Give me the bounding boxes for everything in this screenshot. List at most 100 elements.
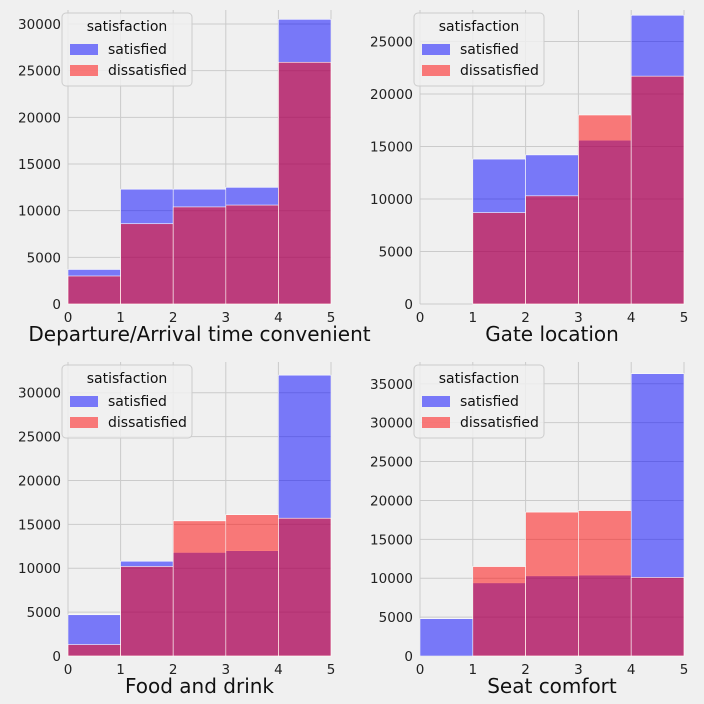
- legend-entry-satisfied: satisfied: [108, 394, 167, 410]
- subplot-2: 0 5000 10000 15000 20000 25000 0 1 2 3 4 5 Gate loca…: [370, 10, 688, 346]
- x-tick-label: 3: [574, 662, 583, 678]
- legend-entry-dissatisfied: dissatisfied: [460, 415, 539, 431]
- x-tick-label: 3: [574, 310, 583, 326]
- y-tick-label: 5000: [27, 250, 61, 266]
- x-axis-label: Food and drink: [125, 674, 274, 698]
- x-tick-label: 5: [327, 662, 336, 678]
- subplot-1: 0 5000 10000 15000 20000 25000 30000 0 1 2 3 4 5Depa…: [18, 10, 371, 346]
- y-tick-label: 35000: [370, 377, 413, 393]
- legend-entry-dissatisfied: dissatisfied: [460, 63, 539, 79]
- bar-dissatisfied-2: [472, 212, 526, 305]
- x-tick-label: 1: [469, 310, 478, 326]
- legend-swatch-satisfied: [422, 396, 450, 407]
- legend-title: satisfaction: [87, 371, 168, 387]
- x-tick-label: 2: [169, 662, 178, 678]
- legend: satisfaction satisfied dissatisfied: [61, 364, 193, 439]
- x-tick-label: 1: [116, 662, 125, 678]
- bar-dissatisfied-5: [278, 517, 332, 657]
- legend-entry-satisfied: satisfied: [460, 42, 519, 58]
- bar-dissatisfied-2: [120, 566, 174, 657]
- bar-dissatisfied-5: [630, 75, 685, 305]
- subplot-4: 0 5000 10000 15000 20000 25000 30000 35000 0 1 2 3 4…: [370, 362, 688, 698]
- y-tick-label: 0: [404, 649, 413, 665]
- y-tick-label: 30000: [18, 386, 61, 402]
- x-tick-label: 5: [327, 310, 336, 326]
- bar-dissatisfied-3: [525, 511, 579, 657]
- legend-swatch-satisfied: [422, 44, 450, 55]
- x-tick-label: 5: [680, 310, 689, 326]
- y-tick-label: 20000: [18, 110, 61, 126]
- legend: satisfaction satisfied dissatisfied: [413, 12, 545, 87]
- bar-dissatisfied-5: [630, 577, 685, 657]
- bar-dissatisfied-4: [578, 510, 632, 657]
- bar-dissatisfied-1: [67, 275, 121, 305]
- x-tick-label: 1: [116, 310, 125, 326]
- bar-dissatisfied-5: [278, 61, 332, 305]
- legend-swatch-dissatisfied: [422, 417, 450, 428]
- legend: satisfaction satisfied dissatisfied: [413, 364, 545, 439]
- bar-dissatisfied-4: [225, 204, 279, 305]
- y-tick-label: 0: [52, 297, 61, 313]
- bar-dissatisfied-2: [120, 223, 174, 305]
- bar-dissatisfied-3: [172, 520, 227, 657]
- y-tick-label: 15000: [370, 532, 413, 548]
- y-tick-label: 20000: [370, 493, 413, 509]
- y-tick-label: 15000: [18, 157, 61, 173]
- y-tick-label: 0: [404, 297, 413, 313]
- legend-swatch-satisfied: [70, 44, 98, 55]
- x-tick-label: 3: [222, 662, 231, 678]
- y-tick-label: 15000: [18, 517, 61, 533]
- y-tick-label: 30000: [370, 416, 413, 432]
- x-axis-label: Departure/Arrival time convenient: [28, 322, 370, 346]
- legend-swatch-dissatisfied: [422, 65, 450, 76]
- bar-dissatisfied-3: [172, 206, 227, 305]
- x-tick-label: 2: [521, 662, 530, 678]
- y-tick-label: 20000: [18, 473, 61, 489]
- bar-dissatisfied-4: [225, 514, 279, 657]
- bar-dissatisfied-1: [67, 644, 121, 657]
- y-tick-label: 5000: [27, 605, 61, 621]
- y-tick-label: 5000: [379, 610, 413, 626]
- x-tick-label: 5: [680, 662, 689, 678]
- legend-entry-dissatisfied: dissatisfied: [108, 415, 187, 431]
- legend-entry-dissatisfied: dissatisfied: [108, 63, 187, 79]
- x-tick-label: 2: [521, 310, 530, 326]
- legend-entry-satisfied: satisfied: [460, 394, 519, 410]
- legend-title: satisfaction: [439, 371, 520, 387]
- x-axis-label: Gate location: [485, 322, 619, 346]
- x-tick-label: 4: [627, 662, 636, 678]
- y-tick-label: 10000: [370, 192, 413, 208]
- legend-swatch-satisfied: [70, 396, 98, 407]
- legend: satisfaction satisfied dissatisfied: [61, 12, 193, 87]
- x-tick-label: 4: [274, 662, 283, 678]
- y-tick-label: 10000: [18, 204, 61, 220]
- y-tick-label: 10000: [370, 571, 413, 587]
- bar-satisfied-1: [419, 618, 474, 657]
- y-tick-label: 5000: [379, 245, 413, 261]
- y-tick-label: 25000: [18, 430, 61, 446]
- legend-swatch-dissatisfied: [70, 417, 98, 428]
- x-tick-label: 4: [627, 310, 636, 326]
- y-tick-label: 20000: [370, 87, 413, 103]
- y-tick-label: 10000: [18, 561, 61, 577]
- bar-dissatisfied-3: [525, 195, 579, 305]
- x-tick-label: 0: [416, 662, 425, 678]
- y-tick-label: 25000: [370, 35, 413, 51]
- y-tick-label: 25000: [18, 64, 61, 80]
- bar-dissatisfied-4: [578, 114, 632, 305]
- y-tick-label: 15000: [370, 140, 413, 156]
- x-tick-label: 3: [222, 310, 231, 326]
- subplot-3: 0 5000 10000 15000 20000 25000 30000 0 1 2 3 4 5 Food…: [18, 362, 335, 698]
- x-tick-label: 1: [469, 662, 478, 678]
- legend-entry-satisfied: satisfied: [108, 42, 167, 58]
- bar-dissatisfied-2: [472, 566, 526, 657]
- y-tick-label: 30000: [18, 17, 61, 33]
- x-tick-label: 0: [416, 310, 425, 326]
- x-tick-label: 2: [169, 310, 178, 326]
- x-tick-label: 0: [64, 310, 73, 326]
- legend-title: satisfaction: [87, 19, 168, 35]
- legend-swatch-dissatisfied: [70, 65, 98, 76]
- x-tick-label: 0: [64, 662, 73, 678]
- x-axis-label: Seat comfort: [487, 674, 617, 698]
